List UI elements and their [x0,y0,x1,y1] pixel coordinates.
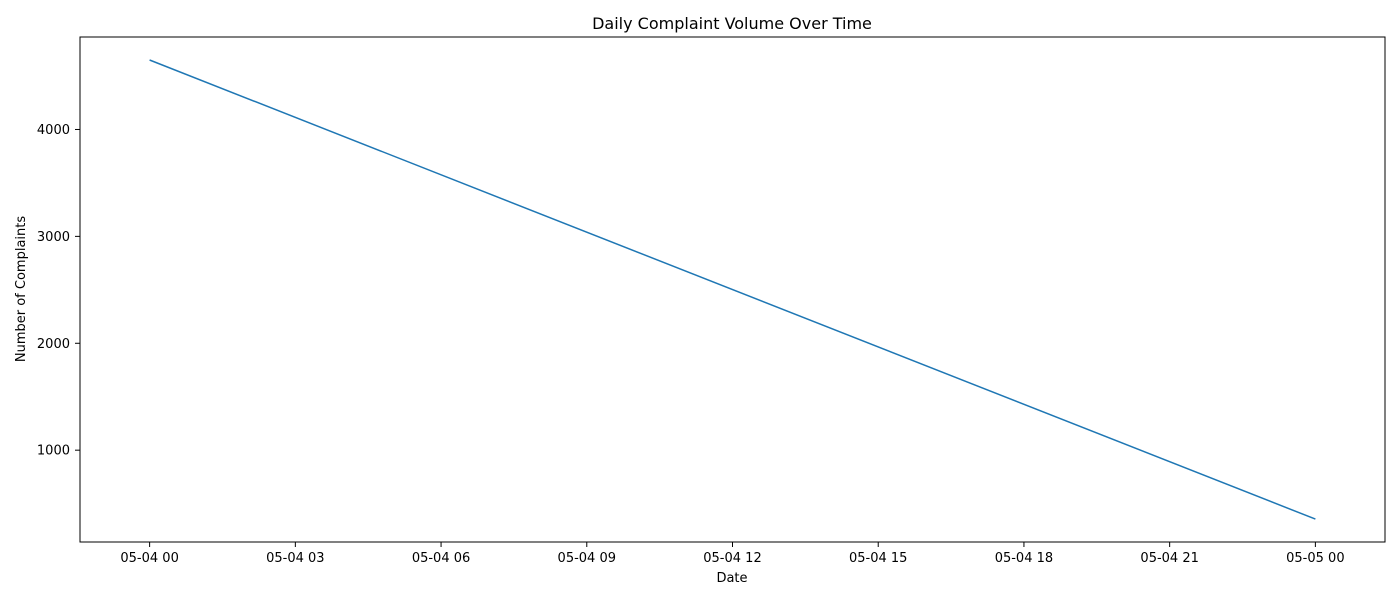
y-tick-label: 2000 [37,337,70,352]
x-tick-label: 05-04 03 [266,551,324,566]
y-axis: 1000 2000 3000 4000 [37,123,80,459]
x-tick-label: 05-04 12 [703,551,761,566]
series-line [149,59,1316,520]
y-axis-label: Number of Complaints [14,216,29,362]
x-tick-label: 05-05 00 [1286,551,1344,566]
y-tick-label: 1000 [37,444,70,459]
x-tick-label: 05-04 00 [120,551,178,566]
chart-title: Daily Complaint Volume Over Time [592,14,872,33]
x-tick-label: 05-04 09 [558,551,616,566]
x-tick-label: 05-04 21 [1140,551,1198,566]
x-tick-label: 05-04 15 [849,551,907,566]
x-axis: 05-04 00 05-04 03 05-04 06 05-04 09 05-04 12… [120,542,1345,566]
series-layer [149,59,1316,520]
x-axis-label: Date [716,571,747,586]
x-tick-label: 05-04 06 [412,551,470,566]
y-tick-label: 3000 [37,230,70,245]
y-tick-label: 4000 [37,123,70,138]
x-tick-label: 05-04 18 [995,551,1053,566]
